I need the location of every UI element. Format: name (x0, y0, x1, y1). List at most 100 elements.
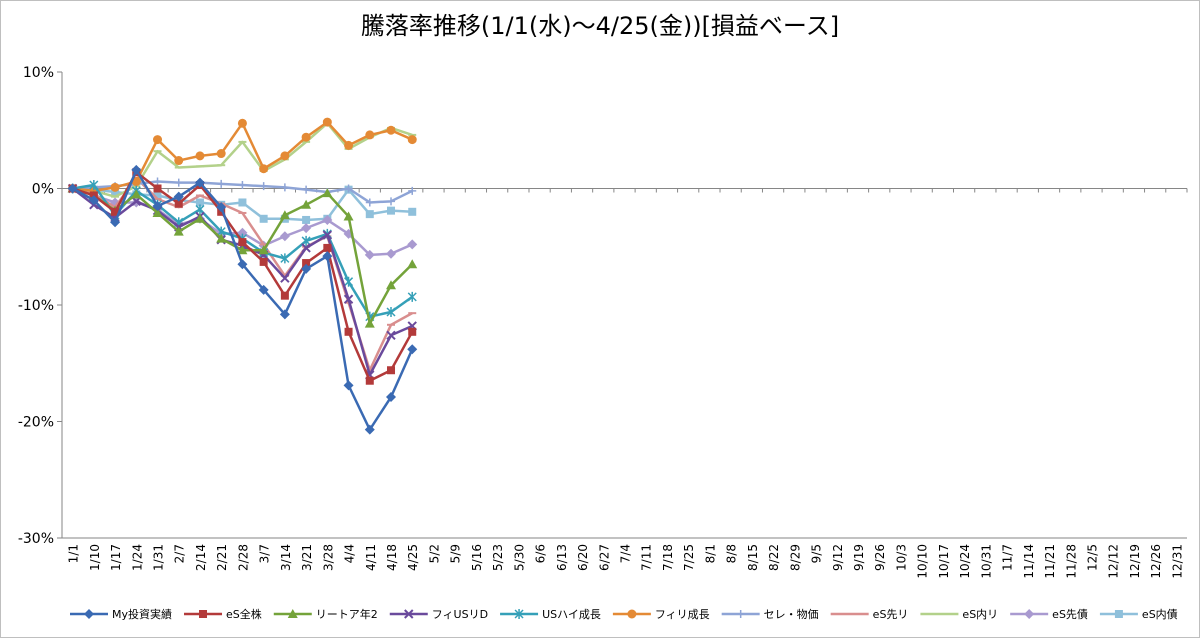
x-tick-label: 3/28 (321, 544, 335, 571)
data-point (343, 211, 354, 221)
data-point (153, 177, 162, 186)
x-tick-label: 8/1 (703, 544, 717, 563)
data-point (110, 217, 121, 228)
x-tick-label: 6/6 (534, 544, 548, 563)
x-tick-label: 12/19 (1128, 544, 1142, 579)
x-tick-label: 12/31 (1170, 544, 1184, 579)
x-tick-label: 4/18 (385, 544, 399, 571)
data-point (322, 117, 332, 127)
data-point (280, 151, 290, 161)
data-point (343, 380, 354, 391)
x-tick-label: 5/30 (512, 544, 526, 571)
data-point (407, 239, 418, 250)
legend-item: My投資実績 (70, 607, 172, 621)
data-point (404, 609, 414, 619)
data-point (364, 249, 375, 260)
data-point (407, 259, 418, 269)
data-point (301, 263, 312, 274)
x-tick-label: 6/20 (576, 544, 590, 571)
data-point (301, 235, 311, 246)
data-point (153, 191, 162, 200)
x-tick-label: 1/10 (88, 544, 102, 571)
series-layer (67, 117, 418, 435)
x-tick-label: 9/26 (873, 544, 887, 571)
x-tick-label: 12/5 (1085, 544, 1099, 571)
data-point (386, 248, 397, 259)
x-tick-label: 6/27 (597, 544, 611, 571)
data-point (279, 309, 290, 320)
data-point (365, 130, 375, 140)
legend-item: eS先リ (830, 608, 908, 621)
data-point (386, 125, 396, 135)
data-point (280, 273, 290, 283)
data-point (152, 207, 163, 217)
x-tick-label: 4/4 (343, 544, 357, 563)
data-point (194, 213, 205, 223)
data-point (280, 291, 289, 300)
legend-item: フィUSリD (389, 608, 488, 621)
x-tick-label: 4/11 (364, 544, 378, 571)
x-tick-label: 5/2 (427, 544, 441, 563)
x-tick-label: 9/5 (810, 544, 824, 563)
data-point (259, 164, 269, 174)
series-line (72, 120, 413, 193)
legend-label: USハイ成長 (542, 608, 601, 621)
data-point (514, 609, 524, 619)
x-tick-label: 8/8 (725, 544, 739, 563)
y-tick-label: -10% (18, 298, 54, 314)
x-tick-label: 9/19 (852, 544, 866, 571)
data-point (279, 231, 290, 242)
x-tick-label: 4/25 (406, 544, 420, 571)
data-point (365, 210, 374, 219)
data-point (280, 253, 290, 264)
data-point (173, 191, 184, 202)
data-point (322, 251, 333, 262)
x-tick-label: 3/21 (300, 544, 314, 571)
data-point (408, 207, 417, 216)
y-tick-label: 0% (32, 182, 54, 198)
data-point (322, 214, 333, 225)
legend-item: eS内債 (1099, 607, 1178, 621)
data-point (387, 366, 396, 375)
data-point (131, 196, 141, 207)
x-tick-label: 2/21 (215, 544, 229, 571)
data-point (386, 392, 397, 403)
data-point (387, 197, 396, 206)
x-tick-label: 11/14 (1022, 544, 1036, 579)
data-point (1114, 610, 1123, 618)
data-point (344, 140, 354, 150)
data-point (408, 186, 417, 195)
legend-item: eS全株 (184, 607, 262, 621)
x-tick-label: 10/24 (958, 544, 972, 579)
data-point (237, 118, 247, 128)
data-point (67, 183, 78, 194)
data-point (195, 151, 205, 161)
data-point (322, 188, 333, 198)
data-point (364, 424, 375, 435)
chart-title: 騰落率推移(1/1(水)～4/25(金))[損益ベース] (360, 12, 840, 40)
legend-label: My投資実績 (112, 607, 172, 621)
x-tick-label: 7/4 (619, 544, 633, 563)
x-tick-label: 2/28 (236, 544, 250, 571)
data-point (152, 200, 163, 211)
data-point (174, 178, 183, 187)
data-point (131, 177, 141, 187)
data-point (111, 207, 120, 216)
legend-label: フィUSリD (432, 608, 488, 621)
series-line (72, 168, 414, 431)
x-tick-label: 1/17 (109, 544, 123, 571)
data-point (365, 198, 374, 207)
x-tick-label: 10/17 (937, 544, 951, 579)
x-tick-label: 1/1 (67, 544, 81, 563)
legend-item: リートア年2 (273, 607, 378, 621)
legend-label: フィリ成長 (655, 608, 710, 621)
x-tick-label: 1/24 (130, 544, 144, 571)
x-tick-label: 2/7 (173, 544, 187, 563)
x-tick-label: 12/12 (1107, 544, 1121, 579)
data-point (364, 318, 375, 328)
x-tick-label: 7/25 (682, 544, 696, 571)
x-tick-label: 11/21 (1043, 544, 1057, 579)
data-point (131, 189, 142, 199)
data-point (387, 206, 396, 215)
data-point (258, 284, 269, 295)
